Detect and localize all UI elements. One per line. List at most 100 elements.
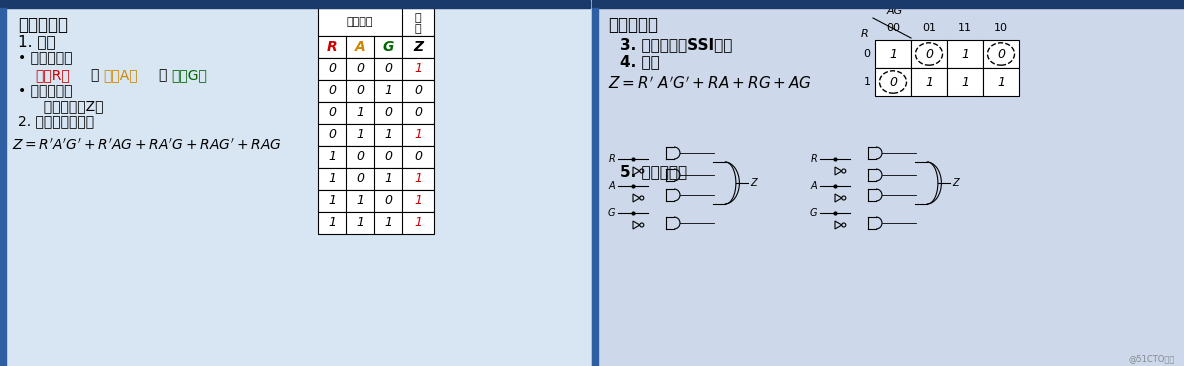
Text: 1: 1 [356, 217, 363, 229]
Text: 01: 01 [922, 23, 937, 33]
Bar [947, 68, 983, 96]
Bar [875, 68, 910, 96]
Text: 黄（A）: 黄（A） [103, 68, 137, 82]
Text: 1: 1 [997, 75, 1005, 89]
Bar [318, 190, 435, 212]
Text: 3. 选用小规模SSI器件: 3. 选用小规模SSI器件 [620, 37, 733, 52]
Text: 1: 1 [384, 172, 392, 186]
Text: 、: 、 [157, 68, 167, 82]
Text: A: A [355, 40, 366, 54]
Text: Z: Z [749, 178, 757, 188]
Text: A: A [810, 181, 817, 191]
Text: 1: 1 [889, 48, 897, 60]
Text: 0: 0 [356, 63, 363, 75]
Bar [318, 8, 435, 36]
Text: 绿（G）: 绿（G） [170, 68, 207, 82]
Bar [318, 58, 435, 80]
Text: @51CTO博客: @51CTO博客 [1128, 354, 1175, 363]
Bar [983, 68, 1019, 96]
Text: 0: 0 [356, 85, 363, 97]
Bar [318, 212, 435, 234]
Text: • 输出变量：: • 输出变量： [18, 84, 72, 98]
Text: 1: 1 [414, 217, 422, 229]
Bar [983, 40, 1019, 68]
Text: 4. 化简: 4. 化简 [620, 54, 659, 69]
Bar [318, 124, 435, 146]
Text: 1: 1 [384, 85, 392, 97]
Text: 10: 10 [995, 23, 1008, 33]
Bar [318, 80, 435, 102]
Text: Z: Z [952, 178, 959, 188]
Bar [592, 8, 598, 366]
Text: 0: 0 [328, 85, 336, 97]
Text: 0: 0 [328, 128, 336, 142]
Text: 1. 抽象: 1. 抽象 [18, 34, 56, 49]
Text: 1: 1 [328, 150, 336, 164]
Text: 0: 0 [328, 107, 336, 120]
Text: 0: 0 [414, 85, 422, 97]
Text: 1: 1 [414, 172, 422, 186]
Text: 输入变量: 输入变量 [347, 17, 373, 27]
Text: 红（R）: 红（R） [36, 68, 70, 82]
Text: • 输入变量：: • 输入变量： [18, 51, 72, 65]
Bar [592, 0, 1184, 8]
Text: 11: 11 [958, 23, 972, 33]
Bar [318, 36, 435, 58]
Text: 1: 1 [863, 77, 870, 87]
Text: G: G [810, 208, 817, 218]
Text: 1: 1 [356, 107, 363, 120]
Text: G: G [382, 40, 394, 54]
Text: R: R [609, 154, 614, 164]
Text: 1: 1 [961, 48, 969, 60]
Bar [0, 0, 590, 8]
Bar [910, 40, 947, 68]
Text: 0: 0 [384, 107, 392, 120]
Text: 0: 0 [384, 63, 392, 75]
Text: 1: 1 [328, 172, 336, 186]
Text: 1: 1 [328, 194, 336, 208]
Text: 1: 1 [414, 128, 422, 142]
Text: $Z = R'\ A'G'+RA+RG+AG$: $Z = R'\ A'G'+RA+RG+AG$ [609, 75, 812, 92]
Bar [318, 102, 435, 124]
Text: 0: 0 [384, 194, 392, 208]
Text: AG: AG [887, 6, 903, 16]
Text: 1: 1 [328, 217, 336, 229]
Bar [318, 168, 435, 190]
Text: 0: 0 [889, 75, 897, 89]
Text: 0: 0 [384, 150, 392, 164]
Text: 设计举例：: 设计举例： [18, 16, 67, 34]
Text: 1: 1 [356, 128, 363, 142]
Bar [910, 68, 947, 96]
Text: 5. 画出逻辑图: 5. 画出逻辑图 [620, 164, 687, 179]
Text: 0: 0 [414, 107, 422, 120]
Text: 、: 、 [90, 68, 98, 82]
Bar [592, 0, 1184, 366]
Text: 1: 1 [384, 128, 392, 142]
Text: 0: 0 [356, 150, 363, 164]
Text: G: G [607, 208, 614, 218]
Text: 00: 00 [886, 23, 900, 33]
Text: $Z = R'A'G' + R'AG + RA'G + RAG' + RAG$: $Z = R'A'G' + R'AG + RA'G + RAG' + RAG$ [12, 138, 282, 153]
Text: R: R [810, 154, 817, 164]
Text: 0: 0 [328, 63, 336, 75]
Text: 2. 写出逻辑表达式: 2. 写出逻辑表达式 [18, 114, 94, 128]
Text: 1: 1 [356, 194, 363, 208]
Text: 故障信号（Z）: 故障信号（Z） [36, 99, 103, 113]
Bar [947, 40, 983, 68]
Text: 1: 1 [961, 75, 969, 89]
Text: A: A [609, 181, 614, 191]
Bar [318, 146, 435, 168]
Bar [0, 0, 590, 366]
Bar [875, 40, 910, 68]
Text: 设计举例：: 设计举例： [609, 16, 658, 34]
Text: Z: Z [413, 40, 423, 54]
Text: 1: 1 [414, 194, 422, 208]
Text: 0: 0 [414, 150, 422, 164]
Text: 输: 输 [414, 13, 422, 23]
Text: 0: 0 [925, 48, 933, 60]
Bar [0, 8, 6, 366]
Text: R: R [327, 40, 337, 54]
Text: 0: 0 [863, 49, 870, 59]
Text: R: R [861, 29, 869, 39]
Text: 1: 1 [414, 63, 422, 75]
